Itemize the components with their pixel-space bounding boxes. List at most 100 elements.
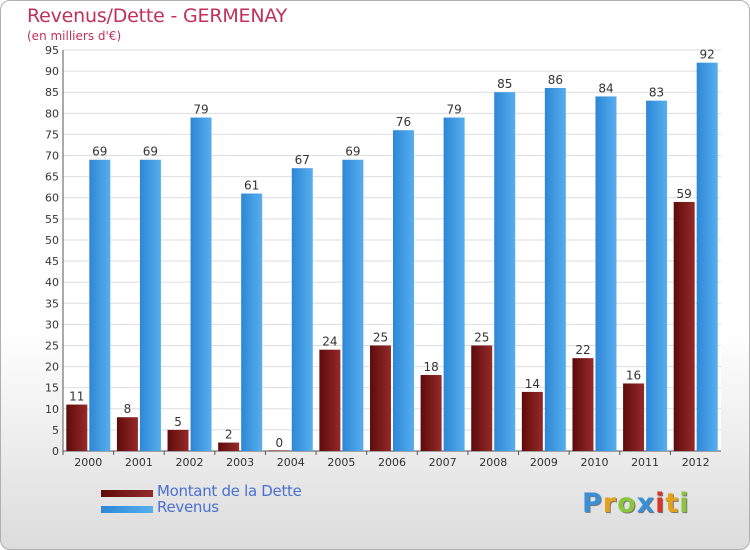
bar-debt	[319, 349, 341, 451]
y-tick-label: 65	[45, 171, 59, 184]
y-tick-label: 85	[45, 86, 59, 99]
y-tick-label: 30	[45, 318, 59, 331]
bar-revenus	[291, 168, 313, 452]
data-label-debt: 14	[525, 377, 540, 391]
data-label-debt: 22	[575, 343, 590, 357]
bar-debt	[521, 391, 543, 451]
data-label-revenus: 69	[345, 145, 360, 159]
bar-debt	[623, 383, 645, 451]
bar-revenus	[595, 96, 617, 451]
x-tick-label: 2005	[327, 456, 355, 469]
y-tick-label: 55	[45, 213, 59, 226]
data-label-revenus: 61	[244, 179, 259, 193]
data-label-revenus: 67	[295, 153, 310, 167]
data-label-revenus: 85	[497, 77, 512, 91]
x-tick-label: 2000	[74, 456, 102, 469]
x-tick-label: 2010	[580, 456, 608, 469]
data-label-debt: 2	[225, 428, 233, 442]
logo-letter: t	[665, 488, 680, 519]
data-label-debt: 0	[275, 436, 283, 450]
bar-debt	[370, 345, 391, 451]
y-tick-label: 60	[45, 192, 59, 205]
bar-debt	[66, 404, 88, 451]
x-tick-label: 2009	[530, 456, 558, 469]
chart-title: Revenus/Dette - GERMENAY	[27, 5, 288, 27]
bar-debt	[572, 358, 594, 451]
data-label-revenus: 76	[396, 115, 411, 129]
y-tick-label: 50	[45, 234, 59, 247]
y-tick-label: 20	[45, 361, 59, 374]
bar-revenus	[241, 193, 263, 451]
data-label-debt: 18	[423, 360, 438, 374]
data-label-revenus: 79	[193, 103, 208, 117]
bar-debt	[471, 345, 493, 451]
legend-swatch-dette	[101, 490, 153, 497]
bar-revenus	[494, 92, 516, 452]
y-tick-label: 5	[52, 424, 59, 437]
data-label-debt: 5	[174, 415, 182, 429]
x-tick-label: 2001	[125, 456, 153, 469]
bar-debt	[673, 201, 695, 451]
data-label-debt: 25	[474, 330, 489, 344]
x-tick-label: 2012	[682, 456, 710, 469]
logo-letter: i	[655, 488, 666, 519]
x-tick-label: 2011	[631, 456, 659, 469]
logo-letter: r	[602, 488, 618, 519]
bar-revenus	[696, 62, 718, 452]
x-tick-label: 2007	[429, 456, 457, 469]
y-tick-label: 15	[45, 382, 59, 395]
y-tick-label: 70	[45, 150, 59, 163]
data-label-revenus: 69	[143, 145, 158, 159]
bar-revenus	[443, 117, 465, 452]
x-tick-label: 2006	[378, 456, 406, 469]
y-tick-label: 25	[45, 339, 59, 352]
data-label-debt: 25	[373, 330, 388, 344]
y-tick-label: 75	[45, 128, 59, 141]
y-tick-label: 80	[45, 107, 59, 120]
data-label-debt: 11	[69, 390, 84, 404]
bar-revenus	[393, 130, 414, 451]
proxiti-logo: Proxiti	[582, 488, 690, 519]
bar-debt	[268, 450, 290, 451]
x-tick-label: 2003	[226, 456, 254, 469]
x-tick-label: 2002	[176, 456, 204, 469]
data-label-debt: 24	[322, 335, 337, 349]
y-tick-label: 10	[45, 403, 59, 416]
data-label-revenus: 92	[700, 48, 715, 62]
bar-revenus	[342, 159, 364, 451]
bar-debt	[167, 429, 189, 451]
x-tick-label: 2008	[479, 456, 507, 469]
data-label-debt: 59	[677, 187, 692, 201]
data-label-debt: 8	[124, 402, 132, 416]
data-label-revenus: 69	[92, 145, 107, 159]
bar-revenus	[544, 87, 566, 451]
logo-letter: x	[636, 488, 656, 519]
y-tick-label: 90	[45, 65, 59, 78]
logo-letter: i	[679, 488, 690, 519]
plot-area	[63, 50, 721, 451]
logo-letter: P	[582, 488, 603, 519]
y-tick-label: 0	[52, 445, 59, 458]
data-label-revenus: 83	[649, 86, 664, 100]
y-tick-label: 95	[45, 44, 59, 57]
bar-revenus	[89, 159, 111, 451]
bar-revenus	[190, 117, 212, 452]
bar-revenus	[646, 100, 668, 451]
y-tick-label: 40	[45, 276, 59, 289]
y-tick-label: 45	[45, 255, 59, 268]
chart-subtitle: (en milliers d'€)	[27, 29, 122, 43]
legend-label-revenus: Revenus	[157, 498, 219, 516]
data-label-revenus: 84	[598, 81, 613, 95]
legend-label-dette: Montant de la Dette	[157, 482, 302, 500]
bar-debt	[116, 417, 138, 451]
x-tick-label: 2004	[277, 456, 305, 469]
data-label-revenus: 86	[548, 73, 563, 87]
bar-debt	[218, 442, 240, 451]
y-tick-label: 35	[45, 297, 59, 310]
logo-letter: o	[617, 488, 637, 519]
data-label-debt: 16	[626, 368, 641, 382]
legend-swatch-revenus	[101, 506, 153, 513]
bar-debt	[420, 375, 442, 451]
